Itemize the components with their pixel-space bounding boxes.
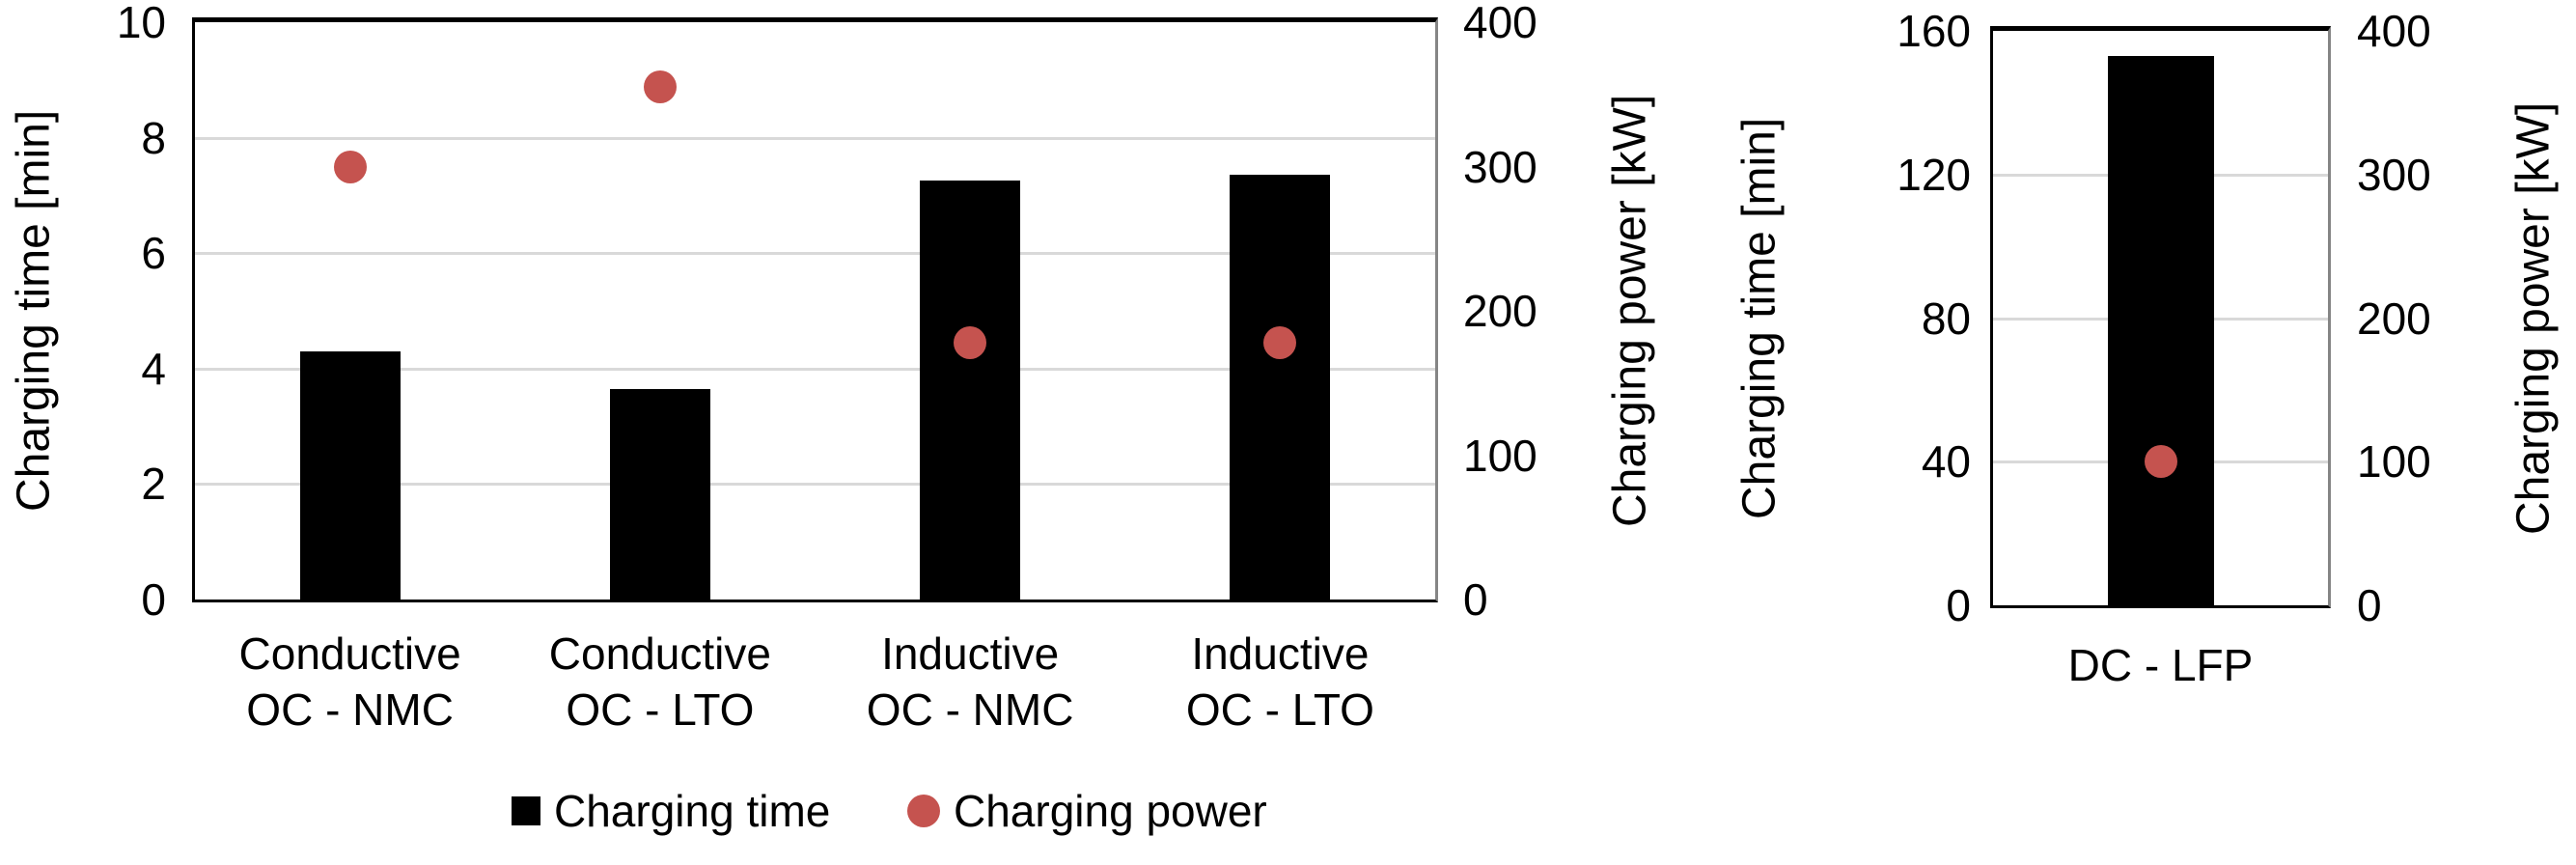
charging-time-square-icon — [512, 796, 540, 825]
gridline — [195, 252, 1435, 256]
legend-item-charging-power: Charging power — [907, 772, 1267, 850]
charging-power-point — [954, 325, 987, 359]
category-label: Conductive OC - NMC — [238, 628, 461, 735]
chart-legend: Charging time Charging power — [0, 772, 2576, 850]
chart1-plot-area — [192, 17, 1438, 602]
left-axis-tick-label: 0 — [1946, 580, 1971, 630]
legend-item-charging-time: Charging time — [512, 772, 830, 850]
legend-label-charging-time: Charging time — [554, 786, 831, 836]
chart2-left-axis-title: Charging time [min] — [1733, 117, 1786, 519]
category-label: Inductive OC - NMC — [866, 628, 1074, 735]
category-label: Conductive OC - LTO — [548, 628, 771, 735]
charging-power-circle-icon — [907, 795, 940, 827]
right-axis-tick-label: 400 — [1463, 0, 1537, 47]
left-axis-tick-label: 120 — [1897, 149, 1971, 200]
charging-power-point — [2144, 445, 2177, 479]
charging-time-bar — [1230, 175, 1331, 600]
legend-label-charging-power: Charging power — [954, 786, 1267, 836]
gridline — [195, 367, 1435, 371]
chart2-plot-area — [1990, 26, 2331, 608]
charging-time-bar — [2107, 56, 2214, 605]
right-axis-tick-label: 400 — [2357, 6, 2431, 56]
left-axis-tick-label: 4 — [141, 343, 166, 394]
category-label: Inductive OC - LTO — [1185, 628, 1374, 735]
charging-power-point — [1263, 325, 1297, 359]
left-axis-tick-label: 6 — [141, 228, 166, 279]
left-axis-tick-label: 160 — [1897, 6, 1971, 56]
right-axis-tick-label: 0 — [1463, 574, 1488, 625]
left-axis-tick-label: 10 — [116, 0, 166, 47]
charging-time-bar — [920, 181, 1021, 600]
right-axis-tick-label: 200 — [2357, 293, 2431, 344]
left-axis-tick-label: 40 — [1921, 436, 1971, 488]
charging-power-point — [643, 70, 677, 104]
right-axis-tick-label: 200 — [1463, 286, 1537, 336]
left-axis-tick-label: 2 — [141, 459, 166, 510]
left-axis-tick-label: 8 — [141, 112, 166, 163]
gridline — [195, 136, 1435, 140]
right-axis-tick-label: 0 — [2357, 580, 2382, 630]
charging-time-bar — [609, 388, 710, 600]
chart1-left-axis-title: Charging time [min] — [8, 109, 60, 513]
gridline — [195, 483, 1435, 487]
right-axis-tick-label: 300 — [2357, 149, 2431, 200]
right-axis-tick-label: 100 — [2357, 436, 2431, 488]
right-axis-tick-label: 300 — [1463, 141, 1537, 192]
right-axis-tick-label: 100 — [1463, 430, 1537, 481]
left-axis-tick-label: 80 — [1921, 293, 1971, 344]
charging-power-point — [333, 150, 367, 183]
category-label: DC - LFP — [2067, 640, 2254, 690]
left-axis-tick-label: 0 — [141, 574, 166, 625]
charging-time-bar — [299, 350, 401, 600]
